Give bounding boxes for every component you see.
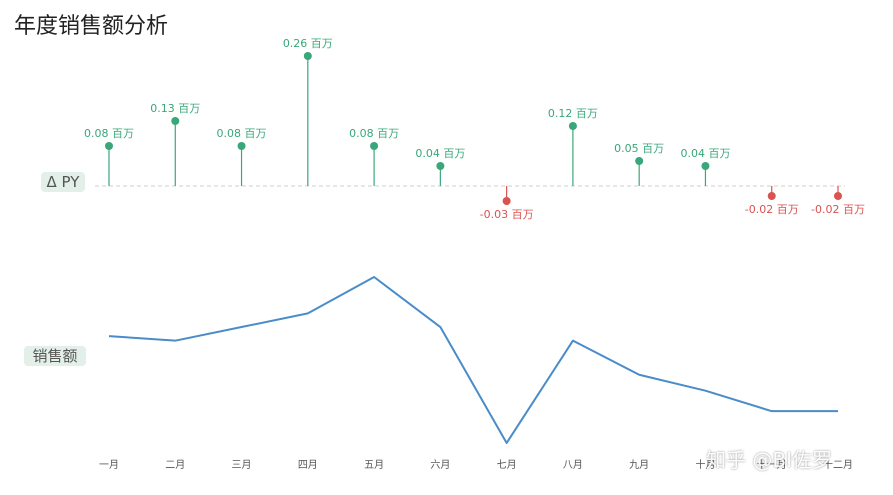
delta-data-label: 0.08 百万: [84, 127, 134, 140]
x-tick-label: 三月: [232, 459, 252, 471]
x-tick-label: 六月: [430, 459, 450, 471]
delta-point: [436, 162, 445, 170]
delta-data-label: 0.04 百万: [680, 147, 730, 160]
x-tick-label: 二月: [165, 459, 185, 471]
delta-data-label: 0.08 百万: [349, 127, 399, 140]
delta-point: [370, 142, 379, 150]
x-tick-label: 十月: [695, 458, 715, 471]
delta-point: [237, 142, 246, 150]
delta-data-label: -0.03 百万: [480, 208, 534, 221]
delta-series-tag: Δ PY: [47, 173, 81, 191]
delta-data-label: -0.02 百万: [745, 203, 799, 216]
delta-series-tag-bg: [41, 172, 85, 192]
x-tick-label: 七月: [497, 459, 517, 471]
sales-series-tag: 销售额: [32, 347, 77, 365]
x-tick-label: 八月: [563, 459, 583, 471]
delta-data-label: 0.26 百万: [283, 37, 333, 50]
sales-line: [108, 276, 838, 444]
sales-series-tag-bg: [24, 346, 86, 366]
delta-point: [635, 157, 644, 165]
delta-data-label: 0.13 百万: [150, 102, 200, 115]
delta-data-label: 0.12 百万: [548, 107, 598, 120]
x-tick-label: 十二月: [823, 458, 853, 471]
delta-data-label: 0.08 百万: [217, 127, 267, 140]
x-tick-label: 五月: [364, 459, 384, 471]
watermark: 知乎 @BI佐罗: [706, 448, 832, 472]
page-title: 年度销售额分析: [14, 14, 169, 39]
x-tick-label: 十一月: [757, 458, 787, 471]
delta-point: [171, 117, 180, 125]
x-tick-label: 一月: [99, 459, 119, 471]
delta-point: [701, 162, 710, 170]
delta-point: [502, 197, 511, 205]
delta-data-label: 0.04 百万: [415, 147, 465, 160]
x-tick-label: 九月: [629, 459, 649, 471]
delta-point: [767, 192, 776, 200]
x-tick-label: 四月: [298, 459, 318, 471]
delta-data-label: 0.05 百万: [614, 142, 664, 155]
delta-point: [568, 122, 577, 130]
month-axis: 一月 二月 三月 四月 五月 六月 七月 八月 九月 十月 十一月 十二月: [99, 458, 853, 471]
delta-point: [105, 142, 113, 150]
delta-py-chart: 0.08 百万 0.13 百万 0.08 百万 0.26 百万 0.08 百万 0.04 …: [84, 37, 865, 221]
delta-data-label: -0.02 百万: [811, 203, 865, 216]
delta-point: [303, 52, 312, 60]
sales-line-chart: [108, 276, 838, 444]
series-tags: Δ PY 销售额: [24, 172, 86, 366]
delta-point: [834, 192, 842, 200]
